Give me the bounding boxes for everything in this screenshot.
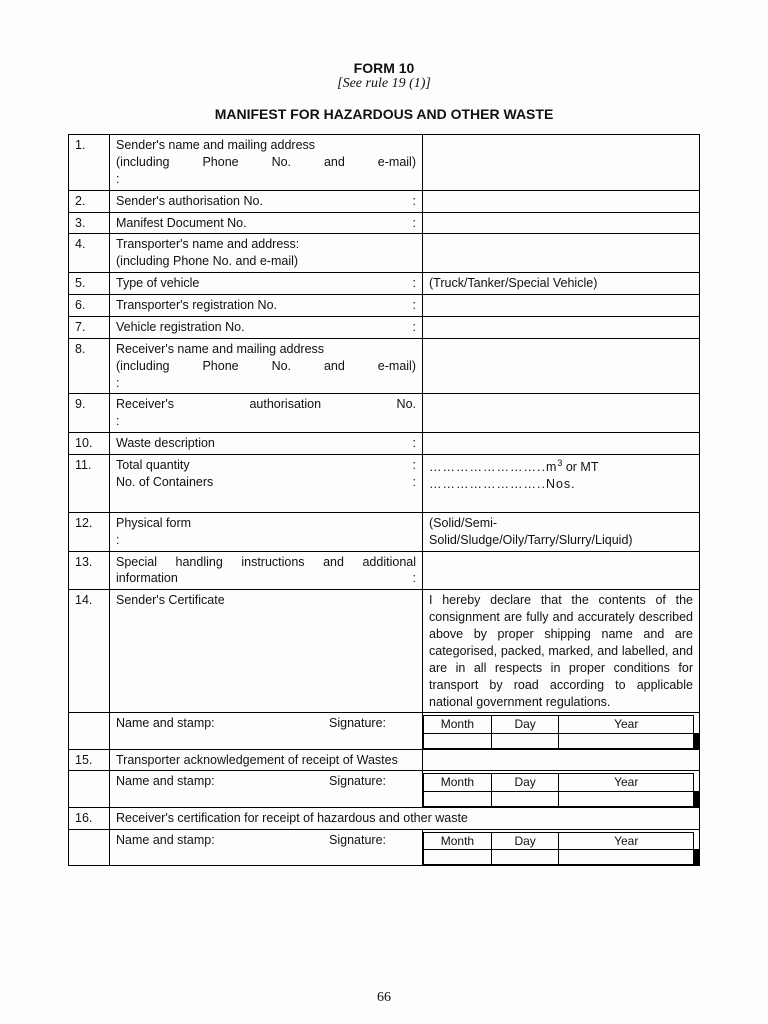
date-boxes: Month Day Year	[423, 713, 700, 749]
row-label: Transporter acknowledgement of receipt o…	[110, 749, 423, 771]
form-number: FORM 10	[68, 60, 700, 76]
row-value	[423, 295, 700, 317]
form-table: 1. Sender's name and mailing address (in…	[68, 134, 700, 866]
table-row: 14. Sender's Certificate I hereby declar…	[69, 590, 700, 713]
signature-row: Name and stamp: Signature: Month Day Yea…	[69, 713, 700, 749]
table-row: 13. Special handling instructions and ad…	[69, 551, 700, 590]
row-number: 4.	[69, 234, 110, 273]
row-label: Receiver's certification for receipt of …	[110, 807, 700, 829]
table-row: 2. Sender's authorisation No.:	[69, 190, 700, 212]
rule-reference: [See rule 19 (1)]	[68, 76, 700, 92]
row-value	[423, 190, 700, 212]
row-value	[423, 135, 700, 191]
row-label: Transporter's name and address: (includi…	[110, 234, 423, 273]
table-row: 12. Physical form: (Solid/Semi- Solid/Sl…	[69, 512, 700, 551]
row-value	[423, 551, 700, 590]
row-label: Special handling instructions and additi…	[110, 551, 423, 590]
row-number: 6.	[69, 295, 110, 317]
row-number: 12.	[69, 512, 110, 551]
row-label: Total quantity: No. of Containers:	[110, 455, 423, 513]
document-title: MANIFEST FOR HAZARDOUS AND OTHER WASTE	[68, 106, 700, 122]
row-label: Receiver's name and mailing address (inc…	[110, 338, 423, 394]
title-block: FORM 10 [See rule 19 (1)]	[68, 60, 700, 92]
row-number: 16.	[69, 807, 110, 829]
table-row: 7. Vehicle registration No.:	[69, 316, 700, 338]
sender-certificate: I hereby declare that the contents of th…	[423, 590, 700, 713]
row-number: 10.	[69, 433, 110, 455]
row-value: ……………………..m3 or MT ……………………..Nos.	[423, 455, 700, 513]
row-number: 7.	[69, 316, 110, 338]
table-row: 16. Receiver's certification for receipt…	[69, 807, 700, 829]
row-value	[423, 316, 700, 338]
table-row: 9. Receiver's authorisation No. :	[69, 394, 700, 433]
row-value	[423, 234, 700, 273]
row-number: 1.	[69, 135, 110, 191]
row-label: Sender's name and mailing address (inclu…	[110, 135, 423, 191]
table-row: 8. Receiver's name and mailing address (…	[69, 338, 700, 394]
table-row: 4. Transporter's name and address: (incl…	[69, 234, 700, 273]
table-row: 11. Total quantity: No. of Containers: ……	[69, 455, 700, 513]
row-number: 2.	[69, 190, 110, 212]
row-value: (Solid/Semi- Solid/Sludge/Oily/Tarry/Slu…	[423, 512, 700, 551]
row-value	[423, 212, 700, 234]
page: FORM 10 [See rule 19 (1)] MANIFEST FOR H…	[0, 0, 768, 1024]
table-row: 10. Waste description:	[69, 433, 700, 455]
table-row: 3. Manifest Document No.:	[69, 212, 700, 234]
row-number: 11.	[69, 455, 110, 513]
table-row: 6. Transporter's registration No.:	[69, 295, 700, 317]
table-row: 5. Type of vehicle: (Truck/Tanker/Specia…	[69, 273, 700, 295]
row-number: 3.	[69, 212, 110, 234]
signature-label: Name and stamp: Signature:	[110, 829, 423, 865]
signature-label: Name and stamp: Signature:	[110, 713, 423, 749]
row-label: Transporter's registration No.:	[110, 295, 423, 317]
row-number: 13.	[69, 551, 110, 590]
row-value	[423, 433, 700, 455]
row-number: 8.	[69, 338, 110, 394]
row-label: Receiver's authorisation No. :	[110, 394, 423, 433]
row-label: Type of vehicle:	[110, 273, 423, 295]
signature-row: Name and stamp: Signature: Month Day Yea…	[69, 829, 700, 865]
date-boxes: Month Day Year	[423, 771, 700, 807]
row-number: 15.	[69, 749, 110, 771]
date-boxes: Month Day Year	[423, 829, 700, 865]
row-value	[423, 338, 700, 394]
row-number: 14.	[69, 590, 110, 713]
row-label: Sender's Certificate	[110, 590, 423, 713]
row-label: Waste description:	[110, 433, 423, 455]
row-label: Manifest Document No.:	[110, 212, 423, 234]
page-number: 66	[0, 990, 768, 1006]
row-label: Vehicle registration No.:	[110, 316, 423, 338]
row-number: 9.	[69, 394, 110, 433]
row-value: (Truck/Tanker/Special Vehicle)	[423, 273, 700, 295]
row-number: 5.	[69, 273, 110, 295]
row-value	[423, 394, 700, 433]
signature-row: Name and stamp: Signature: Month Day Yea…	[69, 771, 700, 807]
row-label: Physical form:	[110, 512, 423, 551]
table-row: 1. Sender's name and mailing address (in…	[69, 135, 700, 191]
signature-label: Name and stamp: Signature:	[110, 771, 423, 807]
row-label: Sender's authorisation No.:	[110, 190, 423, 212]
table-row: 15. Transporter acknowledgement of recei…	[69, 749, 700, 771]
